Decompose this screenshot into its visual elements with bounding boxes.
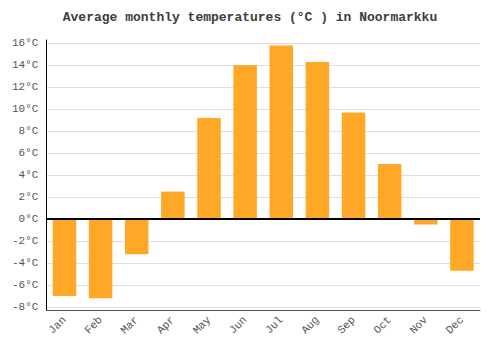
svg-text:-4°C: -4°C [12,257,39,269]
svg-text:Apr: Apr [155,314,177,336]
svg-text:Average monthly temperatures (: Average monthly temperatures (°C ) in No… [63,10,437,25]
svg-text:14°C: 14°C [12,59,39,71]
svg-text:-6°C: -6°C [12,279,39,291]
svg-text:Jan: Jan [46,314,68,336]
svg-text:10°C: 10°C [12,103,39,115]
svg-text:Mar: Mar [119,314,141,336]
svg-text:Feb: Feb [82,314,104,336]
svg-text:Aug: Aug [299,314,321,336]
svg-text:Sep: Sep [335,314,357,336]
svg-text:16°C: 16°C [12,37,39,49]
svg-text:Nov: Nov [408,314,431,337]
svg-text:-8°C: -8°C [12,301,39,313]
svg-text:May: May [191,314,214,337]
svg-text:8°C: 8°C [19,125,39,137]
svg-text:4°C: 4°C [19,169,39,181]
svg-text:6°C: 6°C [19,147,39,159]
svg-text:Dec: Dec [444,314,466,336]
svg-text:2°C: 2°C [19,191,39,203]
svg-text:Jun: Jun [227,314,249,336]
svg-text:-2°C: -2°C [12,235,39,247]
svg-text:12°C: 12°C [12,81,39,93]
svg-text:Oct: Oct [371,314,393,336]
svg-text:Jul: Jul [263,314,285,336]
svg-text:0°C: 0°C [19,213,39,225]
